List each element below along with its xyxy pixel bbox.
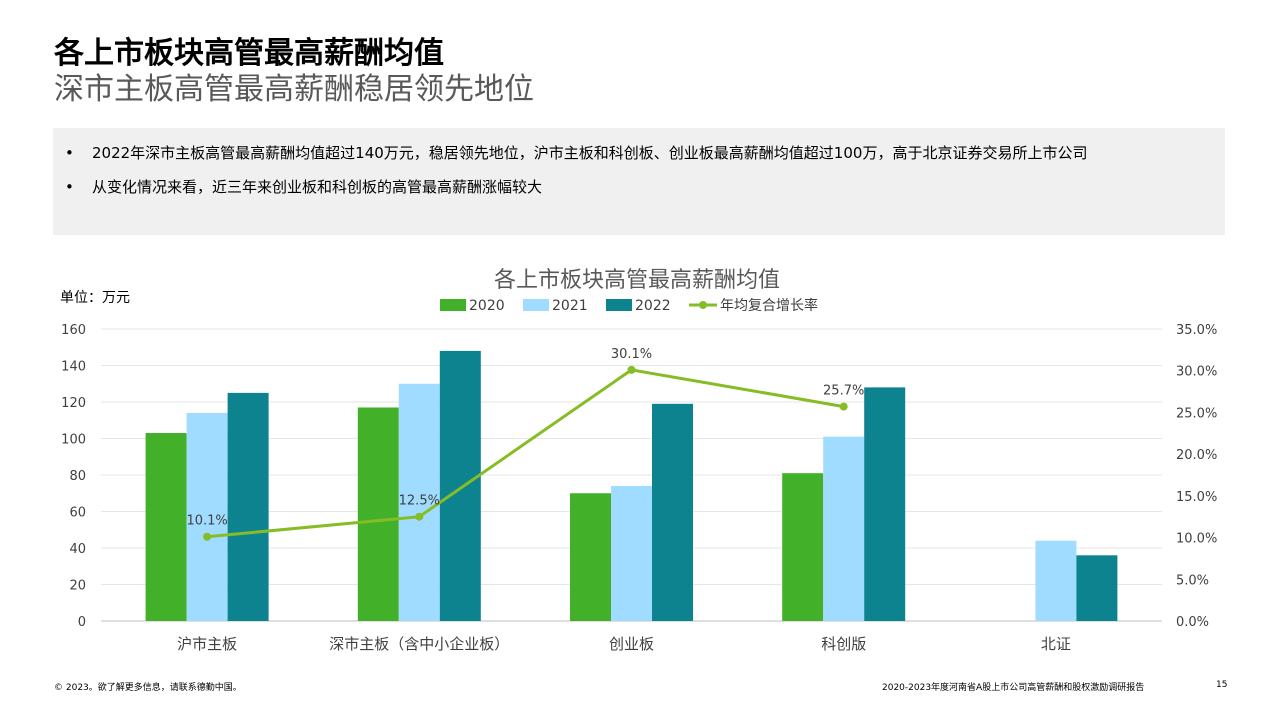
y-tick-label: 20 [69, 579, 86, 594]
growth-line [206, 368, 844, 539]
footer-report-title: 2020-2023年度河南省A股上市公司高管薪酬和股权激励调研报告 [882, 683, 1145, 693]
legend-swatch [523, 299, 549, 311]
y-tick-label: 140 [61, 360, 86, 375]
x-tick-label: 北证 [1041, 635, 1071, 653]
y2-tick-label: 0.0% [1176, 615, 1209, 630]
y-tick-label: 0 [78, 615, 86, 630]
legend-swatch [606, 299, 632, 311]
bar-2021 [398, 383, 440, 621]
bar-2022 [439, 350, 481, 621]
bullet-icon: • [65, 178, 74, 196]
bar-2021 [823, 436, 865, 621]
x-tick-label: 科创版 [821, 635, 866, 653]
bar-2021 [611, 485, 652, 621]
bar-2021 [186, 412, 228, 621]
y2-tick-label: 25.0% [1176, 406, 1217, 421]
bar-2020 [357, 407, 399, 621]
growth-point [415, 512, 424, 521]
y2-tick-label: 20.0% [1176, 448, 1217, 463]
x-tick-label: 深市主板（含中小企业板） [329, 635, 509, 653]
bar-2022 [1076, 555, 1118, 621]
title-block: 各上市板块高管最高薪酬均值 深市主板高管最高薪酬稳居领先地位 [54, 36, 534, 108]
legend-label: 2021 [552, 298, 588, 314]
page-subtitle: 深市主板高管最高薪酬稳居领先地位 [54, 72, 534, 107]
y-tick-label: 40 [69, 542, 86, 557]
bar-2020 [570, 493, 611, 621]
y-tick-label: 100 [61, 433, 86, 448]
growth-point [627, 365, 636, 374]
summary-bullet: • 从变化情况来看，近三年来创业板和科创板的高管最高薪酬涨幅较大 [63, 174, 1211, 200]
growth-data-label: 25.7% [823, 384, 864, 399]
y2-tick-label: 35.0% [1176, 323, 1217, 338]
growth-data-label: 30.1% [611, 347, 652, 362]
chart-legend: 2020 2021 2022 年均复合增长率 [440, 297, 818, 314]
bar-2022 [227, 392, 269, 621]
y2-tick-label: 10.0% [1176, 532, 1217, 547]
growth-point [839, 402, 848, 411]
bar-2020 [782, 473, 824, 621]
growth-data-label: 12.5% [399, 494, 440, 509]
y2-tick-label: 30.0% [1176, 365, 1217, 380]
summary-text: 2022年深市主板高管最高薪酬均值超过140万元，稳居领先地位，沪市主板和科创板… [92, 144, 1088, 162]
page-title: 各上市板块高管最高薪酬均值 [54, 36, 444, 71]
growth-data-label: 10.1% [186, 514, 227, 529]
x-tick-label: 沪市主板 [177, 635, 237, 653]
legend-label: 2020 [469, 298, 505, 314]
legend-swatch [440, 299, 466, 311]
y-tick-label: 80 [69, 469, 86, 484]
legend-label: 年均复合增长率 [720, 297, 818, 314]
summary-box: • 2022年深市主板高管最高薪酬均值超过140万元，稳居领先地位，沪市主板和科创… [53, 128, 1225, 235]
chart-title: 各上市板块高管最高薪酬均值 [494, 268, 780, 293]
bar-2021 [1035, 540, 1077, 621]
page-number: 15 [1216, 680, 1228, 690]
y-tick-label: 60 [69, 506, 86, 521]
chart-growth-line: 10.1% 12.5% 30.1% 25.7% [186, 347, 864, 541]
legend-line-marker [699, 301, 707, 309]
summary-bullet: • 2022年深市主板高管最高薪酬均值超过140万元，稳居领先地位，沪市主板和科创… [63, 140, 1211, 166]
y2-tick-label: 15.0% [1176, 490, 1217, 505]
legend-label: 2022 [635, 298, 671, 314]
footer-copyright: © 2023。欲了解更多信息，请联系德勤中国。 [54, 683, 242, 693]
bar-2022 [652, 403, 693, 621]
unit-label: 单位：万元 [60, 290, 130, 306]
chart-bars [145, 350, 1118, 621]
y2-tick-label: 5.0% [1176, 573, 1209, 588]
bar-2022 [864, 387, 906, 621]
bullet-icon: • [65, 144, 74, 162]
bar-2020 [145, 433, 187, 621]
chart-axes: 0 20 40 60 80 100 120 140 160 0.0% 5.0% 10.0% 15.0% 2… [61, 323, 1217, 653]
y-tick-label: 120 [61, 396, 86, 411]
salary-chart: 各上市板块高管最高薪酬均值 2020 2021 2022 年均复合增长率 10.1%1… [61, 268, 1217, 653]
summary-text: 从变化情况来看，近三年来创业板和科创板的高管最高薪酬涨幅较大 [92, 178, 543, 196]
x-tick-label: 创业板 [609, 635, 654, 653]
growth-point [203, 532, 212, 541]
y-tick-label: 160 [61, 323, 86, 338]
